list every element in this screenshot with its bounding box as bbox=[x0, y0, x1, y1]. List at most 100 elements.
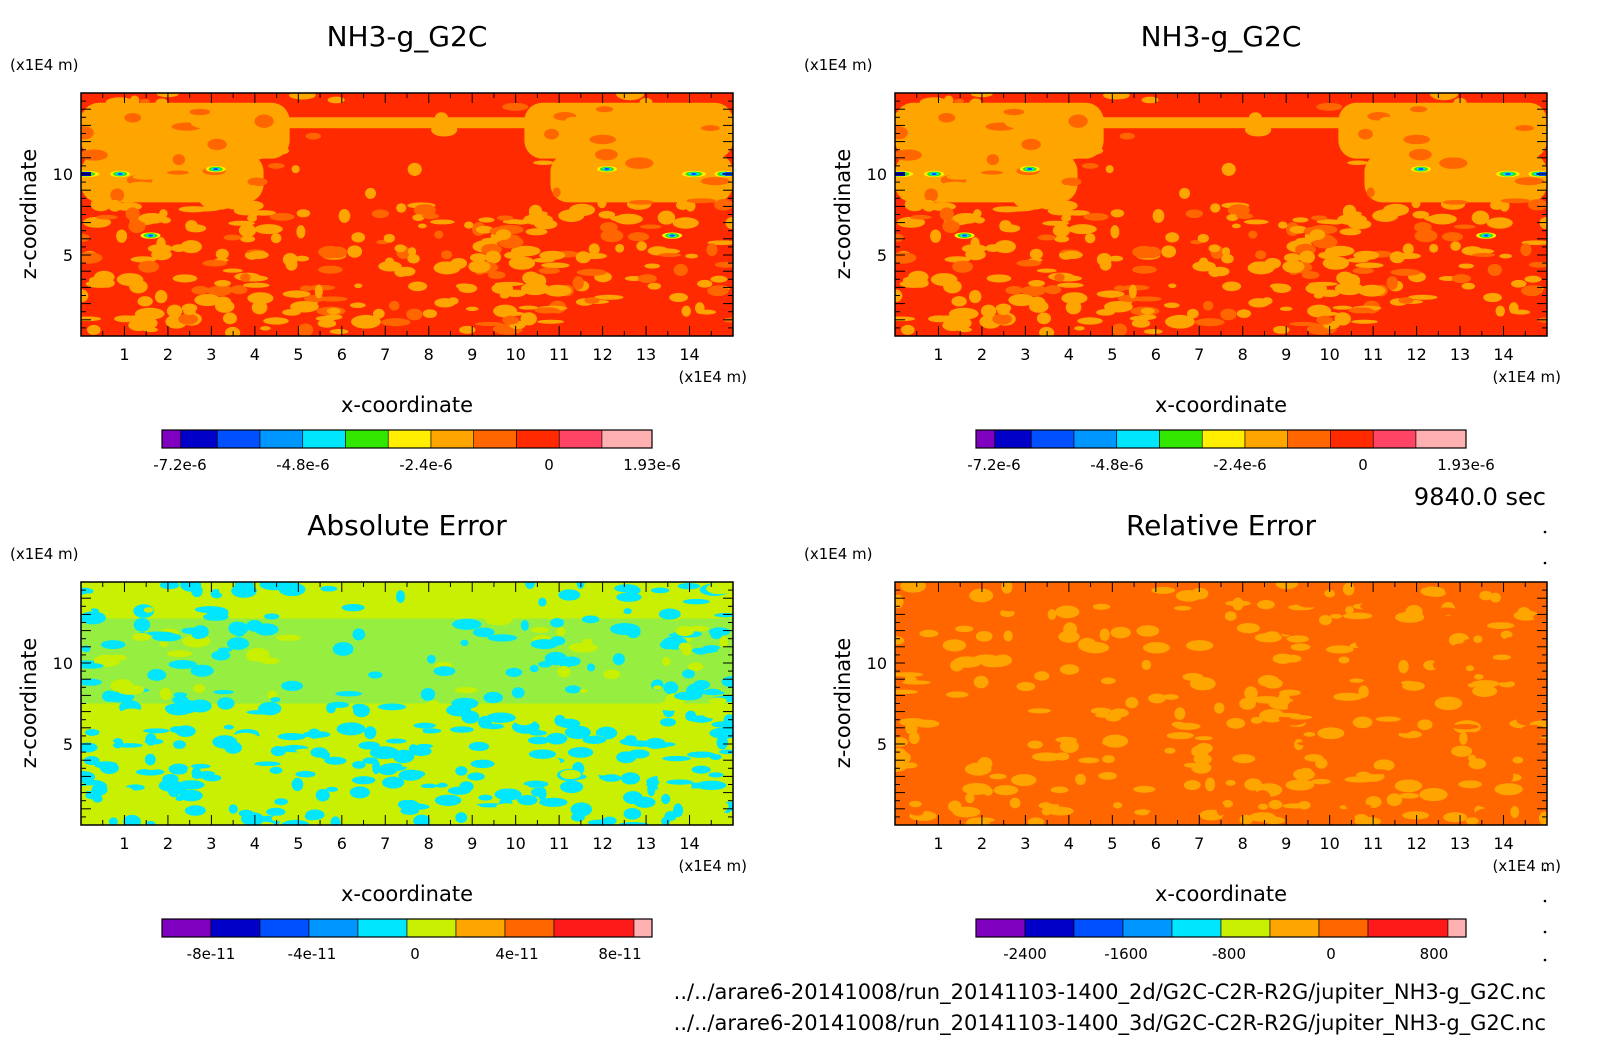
field-blob bbox=[1479, 590, 1493, 601]
field-blob bbox=[662, 656, 671, 666]
field-blob bbox=[385, 738, 407, 744]
field-blob bbox=[1061, 177, 1082, 187]
x-tick-label: 13 bbox=[1450, 834, 1470, 853]
field-blob bbox=[191, 286, 210, 295]
field-blob bbox=[1039, 326, 1055, 336]
field-blob bbox=[1304, 754, 1324, 762]
field-blob bbox=[159, 687, 172, 701]
field-blob bbox=[468, 741, 490, 752]
x-tick-label: 2 bbox=[977, 834, 987, 853]
x-axis-label: x-coordinate bbox=[1155, 393, 1287, 417]
field-blob bbox=[1205, 777, 1216, 792]
field-blob bbox=[270, 745, 286, 757]
field-blob bbox=[1451, 787, 1476, 795]
panel-nh3-left: NH3-g_G2C (x1E4 m) 1 2 3 4 5 6 7 8 9 10 11 12 13 14 5… bbox=[10, 20, 747, 474]
colorbar-label: -4e-11 bbox=[288, 945, 337, 963]
field-blob bbox=[1175, 590, 1202, 602]
colorbar-label: -2.4e-6 bbox=[1213, 456, 1266, 474]
field-blob bbox=[1240, 582, 1258, 586]
field-blob bbox=[628, 199, 655, 205]
field-blob bbox=[565, 728, 591, 734]
field-blob bbox=[190, 664, 214, 677]
field-blob bbox=[965, 792, 975, 804]
field-blob bbox=[588, 243, 600, 255]
field-blob bbox=[975, 630, 993, 642]
field-blob bbox=[254, 761, 281, 767]
field-blob bbox=[483, 723, 504, 730]
field-blob bbox=[926, 610, 941, 618]
x-tick-label: 5 bbox=[1107, 345, 1117, 364]
field-blob bbox=[202, 259, 228, 267]
field-blob bbox=[1456, 152, 1470, 158]
colorbar-label: -8e-11 bbox=[187, 945, 236, 963]
field-blob bbox=[529, 664, 539, 673]
field-blob bbox=[539, 797, 568, 807]
field-blob bbox=[664, 810, 677, 822]
field-blob bbox=[1210, 203, 1221, 213]
field-blob bbox=[706, 243, 718, 257]
field-blob bbox=[247, 250, 269, 260]
field-blob bbox=[528, 749, 557, 759]
field-blob bbox=[1252, 696, 1280, 703]
field-blob bbox=[693, 679, 711, 690]
field-blob bbox=[1132, 245, 1157, 259]
field-blob bbox=[1427, 213, 1457, 225]
source-path-3d: ../../arare6-20141008/run_20141103-1400_… bbox=[674, 1011, 1546, 1036]
field-blob bbox=[1133, 785, 1156, 793]
field-blob bbox=[1075, 773, 1087, 785]
field-blob bbox=[1429, 243, 1439, 253]
field-blob bbox=[1084, 233, 1096, 244]
field-blob bbox=[420, 728, 442, 734]
field-blob bbox=[1520, 243, 1532, 257]
field-blob bbox=[504, 251, 526, 260]
field-blob bbox=[1405, 605, 1423, 619]
field-blob bbox=[1279, 306, 1293, 311]
field-blob bbox=[152, 632, 182, 642]
field-blob bbox=[420, 783, 438, 789]
field-blob bbox=[93, 270, 115, 284]
field-blob bbox=[564, 116, 583, 130]
field-blob bbox=[1288, 321, 1318, 327]
field-blob bbox=[83, 137, 111, 145]
field-blob bbox=[576, 268, 607, 276]
field-blob bbox=[688, 662, 704, 672]
field-blob bbox=[568, 642, 598, 653]
field-blob bbox=[615, 93, 645, 101]
field-blob bbox=[487, 634, 518, 642]
field-blob bbox=[1021, 138, 1041, 151]
field-blob bbox=[944, 95, 954, 106]
field-blob bbox=[1273, 325, 1290, 334]
field-blob bbox=[1443, 812, 1468, 823]
colorbar-segment bbox=[1287, 429, 1331, 449]
field-blob bbox=[1131, 319, 1151, 328]
field-blob bbox=[1029, 716, 1057, 723]
field-blob bbox=[319, 751, 331, 760]
field-blob bbox=[1279, 627, 1306, 636]
field-blob bbox=[145, 820, 156, 825]
y-axis-label: z-coordinate bbox=[17, 638, 41, 769]
field-blob bbox=[226, 637, 250, 650]
field-blob bbox=[318, 245, 343, 259]
field-region bbox=[524, 102, 733, 159]
field-blob bbox=[281, 819, 310, 825]
field-blob bbox=[1297, 741, 1327, 746]
field-blob bbox=[1112, 802, 1123, 809]
colorbar-segment bbox=[1116, 429, 1160, 449]
panel-title: Absolute Error bbox=[307, 509, 507, 542]
x-tick-label: 2 bbox=[163, 345, 173, 364]
field-blob bbox=[1140, 307, 1155, 315]
field-blob bbox=[166, 304, 183, 318]
field-blob bbox=[454, 687, 478, 694]
field-blob bbox=[1391, 664, 1401, 671]
field-blob bbox=[918, 156, 931, 165]
plot-ticks bbox=[894, 92, 1548, 337]
field-blob bbox=[623, 608, 632, 615]
field-blob bbox=[81, 678, 102, 686]
field-blob bbox=[1284, 253, 1301, 263]
field-blob bbox=[232, 816, 242, 825]
field-blob bbox=[372, 760, 381, 775]
colorbar-segment bbox=[210, 918, 261, 938]
field-blob bbox=[983, 786, 993, 796]
field-blob bbox=[642, 152, 656, 158]
field-blob bbox=[1224, 611, 1237, 621]
